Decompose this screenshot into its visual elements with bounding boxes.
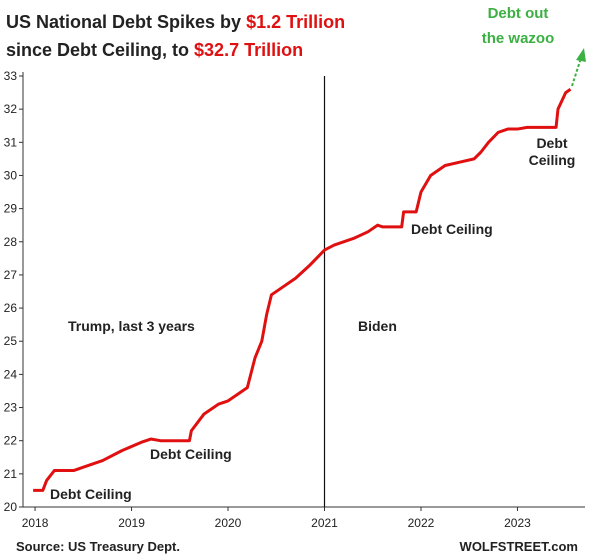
- y-tick-label: 28: [4, 235, 18, 249]
- y-tick-label: 29: [4, 202, 18, 216]
- annotation-line: Debt out: [488, 5, 549, 22]
- arrow-head: [576, 48, 586, 62]
- y-tick-label: 20: [4, 500, 18, 514]
- chart-title: US National Debt Spikes by $1.2 Trillion: [6, 12, 345, 32]
- arrow: [571, 57, 582, 87]
- annotation: Debt Ceiling: [411, 221, 493, 237]
- annotation-line: Debt: [536, 135, 567, 151]
- annotation-line: Biden: [358, 318, 397, 334]
- y-tick-label: 32: [4, 102, 18, 116]
- x-tick-label: 2020: [215, 516, 242, 530]
- annotation-line: Debt Ceiling: [150, 446, 232, 462]
- y-tick-label: 33: [4, 69, 18, 83]
- annotation-line: Debt Ceiling: [50, 486, 132, 502]
- title-part: since Debt Ceiling, to: [6, 40, 194, 60]
- annotation: Debt Ceiling: [150, 446, 232, 462]
- y-tick-label: 27: [4, 268, 18, 282]
- y-tick-label: 31: [4, 135, 18, 149]
- y-tick-label: 26: [4, 301, 18, 315]
- x-tick-label: 2023: [504, 516, 531, 530]
- annotation-line: Trump, last 3 years: [68, 318, 195, 334]
- annotation: Debt Ceiling: [50, 486, 132, 502]
- annotation: Debt Ceiling: [529, 135, 576, 168]
- annotation: Biden: [358, 318, 397, 334]
- y-tick-label: 21: [4, 467, 18, 481]
- annotation: Debt out the wazoo: [482, 5, 555, 47]
- y-tick-label: 25: [4, 334, 18, 348]
- title-part: US National Debt Spikes by: [6, 12, 246, 32]
- annotation-line: Ceiling: [529, 152, 576, 168]
- y-tick-label: 24: [4, 367, 18, 381]
- annotation-line: Debt Ceiling: [411, 221, 493, 237]
- x-tick-label: 2022: [408, 516, 435, 530]
- y-tick-label: 23: [4, 401, 18, 415]
- y-tick-label: 22: [4, 434, 18, 448]
- y-tick-label: 30: [4, 168, 18, 182]
- annotation: Trump, last 3 years: [68, 318, 195, 334]
- x-tick-label: 2019: [118, 516, 145, 530]
- title-part: $1.2 Trillion: [246, 12, 345, 32]
- x-tick-label: 2018: [22, 516, 49, 530]
- chart-title: since Debt Ceiling, to $32.7 Trillion: [6, 40, 303, 60]
- debt-line: [33, 88, 572, 492]
- source: Source: US Treasury Dept.: [16, 539, 180, 554]
- credit: WOLFSTREET.com: [460, 539, 578, 554]
- x-tick-label: 2021: [311, 516, 338, 530]
- title-part: $32.7 Trillion: [194, 40, 303, 60]
- annotation-line: the wazoo: [482, 30, 555, 47]
